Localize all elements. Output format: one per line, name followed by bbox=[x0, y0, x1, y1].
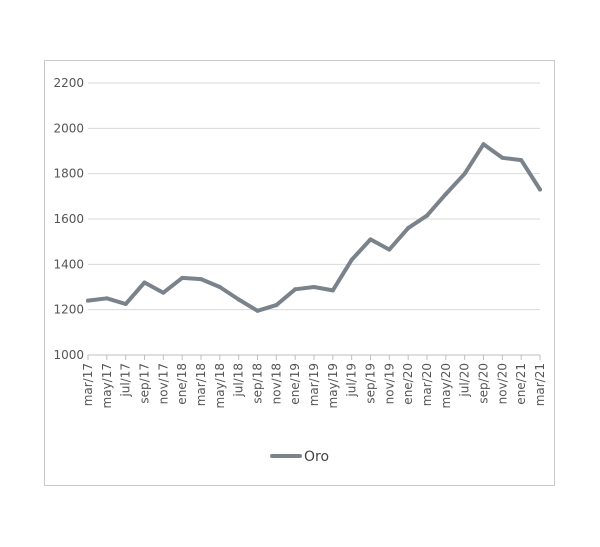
y-tick-label: 2000 bbox=[53, 121, 84, 135]
data-point bbox=[142, 280, 147, 285]
data-point bbox=[293, 287, 298, 292]
legend-label-oro: Oro bbox=[304, 449, 329, 465]
data-point bbox=[443, 192, 448, 197]
data-point bbox=[462, 171, 467, 176]
x-tick-label: may/17 bbox=[100, 363, 114, 408]
y-tick-label: 1000 bbox=[53, 348, 84, 362]
x-tick-label: sep/20 bbox=[477, 363, 491, 404]
data-point bbox=[123, 302, 128, 306]
x-tick-label: jul/19 bbox=[345, 363, 359, 398]
data-point bbox=[425, 213, 429, 218]
x-tick-label: nov/20 bbox=[495, 363, 509, 404]
data-point bbox=[387, 247, 392, 252]
y-tick-label: 1800 bbox=[53, 167, 84, 181]
series-layer bbox=[86, 142, 542, 313]
x-tick-label: sep/19 bbox=[364, 363, 378, 404]
y-tick-label: 1400 bbox=[53, 257, 84, 271]
data-point bbox=[274, 303, 279, 308]
data-point bbox=[86, 298, 90, 303]
data-point bbox=[349, 257, 354, 262]
x-tick-label: mar/17 bbox=[81, 363, 95, 406]
y-tick-label: 1200 bbox=[53, 303, 84, 317]
data-point bbox=[199, 277, 203, 282]
x-tick-label: jul/18 bbox=[232, 363, 246, 398]
x-axis-labels: mar/17 may/17 jul/17 sep/17 nov/17 ene/18 mar/… bbox=[81, 363, 547, 408]
x-tick-label: nov/17 bbox=[156, 363, 170, 404]
x-tick-label: jul/20 bbox=[458, 363, 472, 398]
x-tick-label: mar/21 bbox=[533, 363, 547, 406]
chart-frame bbox=[44, 60, 555, 486]
grid-layer bbox=[87, 82, 541, 360]
x-tick-label: may/19 bbox=[326, 363, 340, 408]
y-tick-label: 1600 bbox=[53, 212, 84, 226]
data-point bbox=[217, 285, 222, 289]
data-point bbox=[255, 308, 260, 313]
x-tick-label: ene/20 bbox=[401, 363, 415, 405]
data-point bbox=[236, 297, 241, 302]
data-point bbox=[161, 290, 166, 295]
x-tick-label: ene/21 bbox=[514, 363, 528, 405]
x-tick-label: ene/19 bbox=[288, 363, 302, 405]
data-point bbox=[519, 158, 524, 163]
x-tick-label: nov/19 bbox=[382, 363, 396, 404]
data-point bbox=[180, 275, 185, 280]
y-tick-label: 2200 bbox=[53, 76, 84, 90]
y-axis-labels: 1000 1200 1400 1600 1800 2000 2200 bbox=[53, 76, 84, 362]
data-point bbox=[538, 187, 542, 192]
data-point bbox=[481, 142, 486, 147]
x-tick-label: mar/18 bbox=[194, 363, 208, 406]
data-point bbox=[500, 155, 505, 160]
data-point bbox=[406, 226, 411, 231]
legend: Oro bbox=[270, 449, 329, 465]
x-tick-label: may/18 bbox=[213, 363, 227, 408]
x-tick-label: ene/18 bbox=[175, 363, 189, 405]
x-tick-label: mar/20 bbox=[420, 363, 434, 406]
data-point bbox=[368, 237, 373, 242]
data-point bbox=[330, 288, 335, 293]
x-tick-label: mar/19 bbox=[307, 363, 321, 406]
x-tick-label: sep/18 bbox=[251, 363, 265, 404]
x-tick-label: may/20 bbox=[439, 363, 453, 408]
x-tick-label: nov/18 bbox=[269, 363, 283, 404]
x-tick-label: sep/17 bbox=[138, 363, 152, 404]
data-point bbox=[312, 285, 316, 289]
data-point bbox=[104, 296, 109, 301]
x-tick-label: jul/17 bbox=[119, 363, 133, 398]
